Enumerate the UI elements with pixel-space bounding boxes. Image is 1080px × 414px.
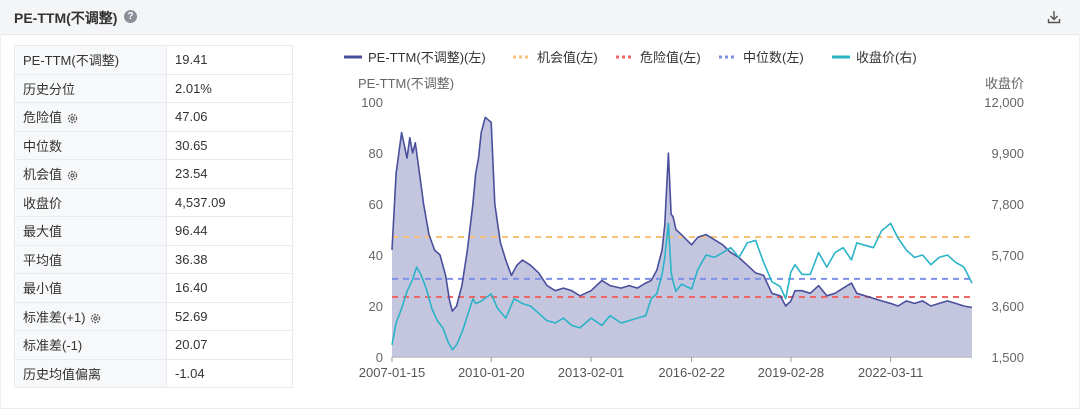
y-axis-left-ticks: 0 20 40 60 80 100 bbox=[361, 95, 383, 365]
pe-ttm-line bbox=[391, 116, 973, 312]
stats-row: 收盘价 4,537.09 bbox=[14, 187, 293, 217]
y-axis-right-ticks: 1,500 3,600 5,700 7,800 9,900 12,000 bbox=[984, 95, 1024, 365]
stat-label: 历史分位 bbox=[14, 73, 167, 103]
chart-legend: PE-TTM(不调整)(左) 机会值(左) 危险值(左) 中位数(左) 收盘价(右) bbox=[344, 50, 917, 65]
stat-label-text: 最大值 bbox=[23, 224, 63, 240]
stat-value: 96.44 bbox=[166, 216, 293, 246]
y-tick-left: 20 bbox=[369, 299, 383, 314]
stat-label: PE-TTM(不调整) bbox=[14, 45, 167, 75]
stat-value: 4,537.09 bbox=[166, 187, 293, 217]
stat-label-text: 机会值 bbox=[23, 167, 63, 183]
legend-label: PE-TTM(不调整)(左) bbox=[368, 50, 486, 65]
stat-label-text: 标准差(+1) bbox=[23, 309, 86, 325]
stat-value: 2.01% bbox=[166, 73, 293, 103]
legend-label: 危险值(左) bbox=[640, 50, 701, 65]
panel-title: PE-TTM(不调整) bbox=[14, 10, 118, 26]
stat-value: 23.54 bbox=[166, 159, 293, 189]
stat-label-text: 平均值 bbox=[23, 252, 63, 268]
x-tick-label: 2016-02-22 bbox=[658, 365, 725, 380]
x-tick-label: 2007-01-15 bbox=[359, 365, 426, 380]
y-tick-left: 40 bbox=[369, 248, 383, 263]
stat-label: 最小值 bbox=[14, 273, 167, 303]
stat-label: 机会值 bbox=[14, 159, 167, 189]
stats-row: 机会值 23.54 bbox=[14, 159, 293, 189]
gear-icon[interactable] bbox=[66, 169, 79, 182]
y-tick-left: 60 bbox=[369, 197, 383, 212]
stats-table: PE-TTM(不调整) 19.41 历史分位 2.01% 危险值 47.06 中位数 30.6… bbox=[14, 45, 293, 388]
y-tick-left: 80 bbox=[369, 146, 383, 161]
stat-label: 平均值 bbox=[14, 244, 167, 274]
y-axis-right-label: 收盘价 bbox=[985, 76, 1024, 91]
x-tick-label: 2013-02-01 bbox=[558, 365, 625, 380]
stats-row: 历史分位 2.01% bbox=[14, 73, 293, 103]
x-tick-label: 2019-02-28 bbox=[758, 365, 825, 380]
legend-label: 中位数(左) bbox=[743, 50, 804, 65]
stats-row: 历史均值偏离 -1.04 bbox=[14, 358, 293, 388]
stats-row: 最大值 96.44 bbox=[14, 216, 293, 246]
gear-icon[interactable] bbox=[89, 312, 102, 325]
y-tick-left: 100 bbox=[361, 95, 383, 110]
stat-label-text: 历史分位 bbox=[23, 81, 76, 97]
stat-label: 标准差(-1) bbox=[14, 330, 167, 360]
legend-label: 收盘价(右) bbox=[856, 50, 917, 65]
stat-label: 最大值 bbox=[14, 216, 167, 246]
y-tick-right: 12,000 bbox=[984, 95, 1024, 110]
stat-label: 历史均值偏离 bbox=[14, 358, 167, 388]
stat-label-text: 最小值 bbox=[23, 281, 63, 297]
question-circle-icon[interactable]: ? bbox=[124, 10, 137, 23]
y-tick-right: 7,800 bbox=[991, 197, 1024, 212]
stats-row: 标准差(+1) 52.69 bbox=[14, 301, 293, 331]
y-axis-left-label: PE-TTM(不调整) bbox=[358, 76, 454, 91]
legend-label: 机会值(左) bbox=[537, 50, 598, 65]
stat-value: 36.38 bbox=[166, 244, 293, 274]
gear-icon[interactable] bbox=[66, 112, 79, 125]
stat-label-text: PE-TTM(不调整) bbox=[23, 53, 120, 69]
stat-value: 20.07 bbox=[166, 330, 293, 360]
stats-row: 平均值 36.38 bbox=[14, 244, 293, 274]
close-price-line bbox=[391, 222, 973, 351]
x-tick-label: 2022-03-11 bbox=[858, 365, 924, 380]
stat-value: 52.69 bbox=[166, 301, 293, 331]
download-icon[interactable] bbox=[1046, 9, 1062, 25]
stat-label: 标准差(+1) bbox=[14, 301, 167, 331]
stat-value: 19.41 bbox=[166, 45, 293, 75]
stats-row: 最小值 16.40 bbox=[14, 273, 293, 303]
stat-label: 中位数 bbox=[14, 130, 167, 160]
stat-value: -1.04 bbox=[166, 358, 293, 388]
stat-label-text: 危险值 bbox=[23, 110, 63, 126]
stat-label-text: 收盘价 bbox=[23, 195, 63, 211]
y-tick-left: 0 bbox=[376, 350, 383, 365]
plot-area bbox=[391, 116, 973, 357]
y-tick-right: 3,600 bbox=[991, 299, 1024, 314]
stat-label-text: 标准差(-1) bbox=[23, 338, 83, 354]
stat-label-text: 历史均值偏离 bbox=[23, 366, 102, 382]
y-tick-right: 9,900 bbox=[991, 146, 1024, 161]
y-tick-right: 5,700 bbox=[991, 248, 1024, 263]
panel-header: PE-TTM(不调整) ? bbox=[0, 0, 1080, 35]
stats-row: 标准差(-1) 20.07 bbox=[14, 330, 293, 360]
stats-row: 中位数 30.65 bbox=[14, 130, 293, 160]
x-tick-label: 2010-01-20 bbox=[458, 365, 525, 380]
stat-value: 30.65 bbox=[166, 130, 293, 160]
stat-label-text: 中位数 bbox=[23, 138, 63, 154]
x-axis-ticks: 2007-01-15 2010-01-20 2013-02-01 2016-02-22… bbox=[359, 356, 972, 380]
y-tick-right: 1,500 bbox=[991, 350, 1024, 365]
stats-row: PE-TTM(不调整) 19.41 bbox=[14, 45, 293, 75]
